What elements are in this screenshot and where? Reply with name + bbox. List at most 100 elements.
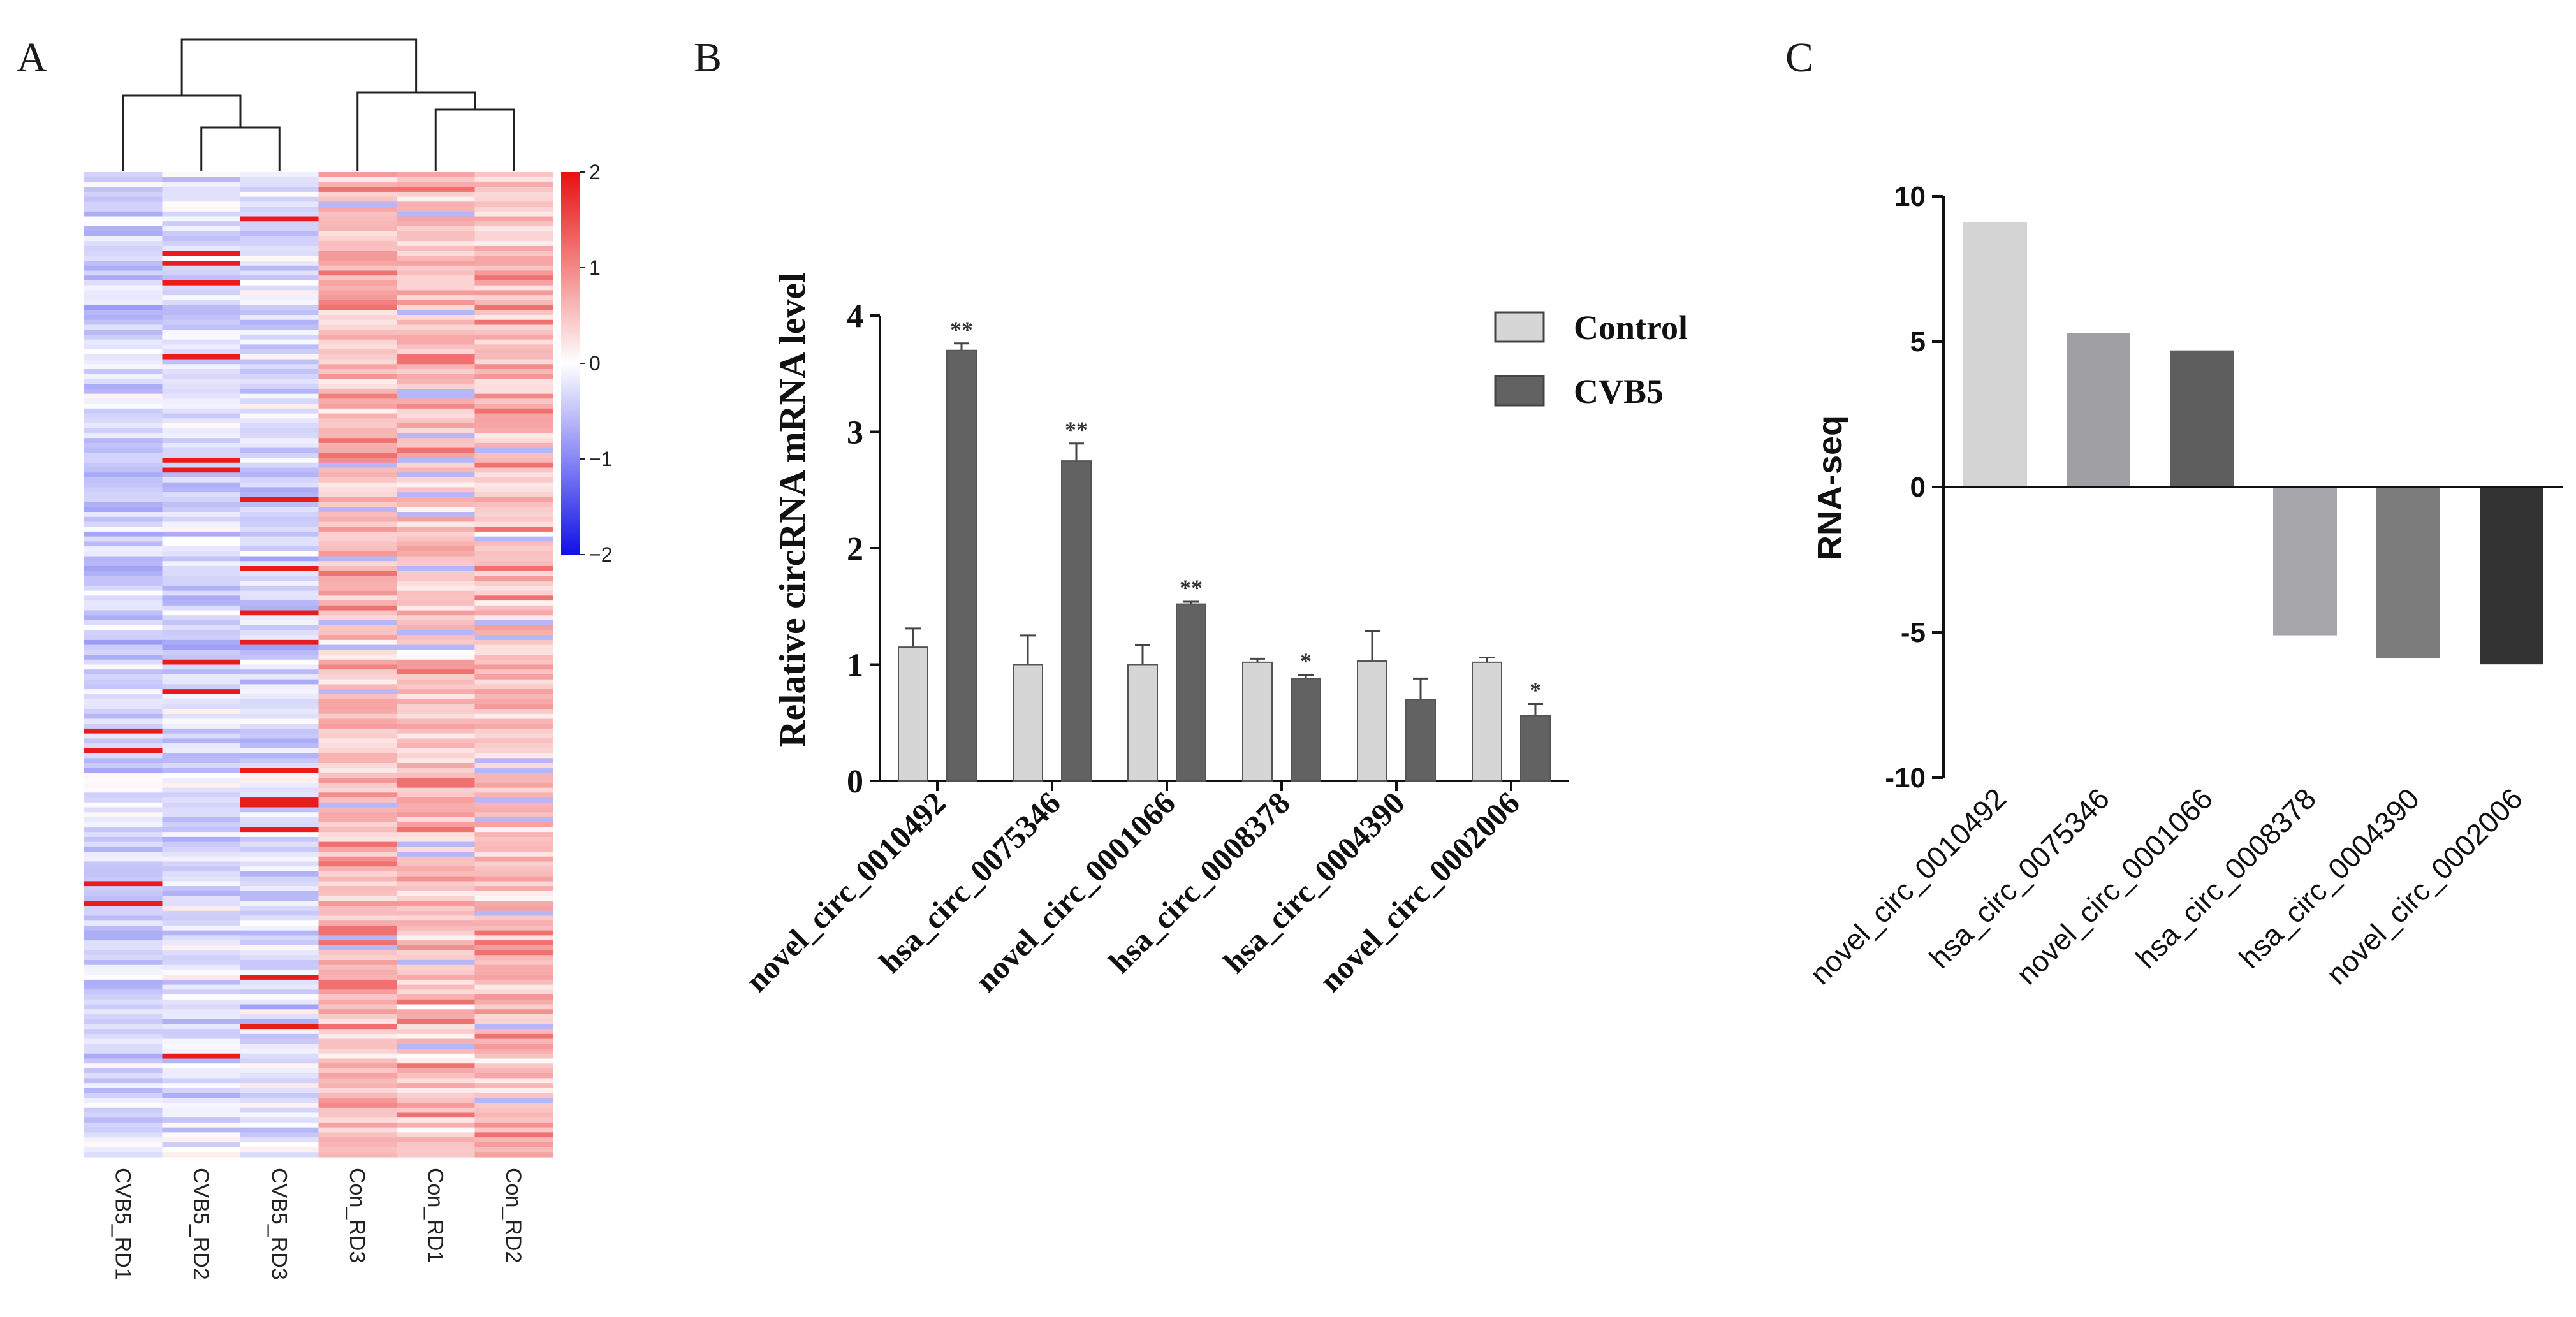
heatmap-cell [240, 458, 319, 463]
heatmap-cell [318, 1019, 397, 1025]
heatmap-cell [162, 182, 241, 187]
heatmap-cell [240, 669, 319, 675]
heatmap-cell [397, 630, 476, 636]
heatmap-cell [240, 778, 319, 783]
panel-b-x-tick-label: novel_circ_0010492 [738, 785, 953, 999]
heatmap-cell [474, 497, 553, 503]
heatmap-cell [240, 950, 319, 956]
heatmap-cell [474, 512, 553, 518]
heatmap-cell [397, 472, 476, 478]
heatmap-cell [162, 610, 241, 616]
heatmap-cell [474, 605, 553, 611]
heatmap-cell [84, 295, 163, 301]
heatmap-cell [397, 546, 476, 552]
heatmap-cell [397, 841, 476, 847]
heatmap-cell [397, 906, 476, 912]
heatmap-cell [397, 664, 476, 670]
heatmap-cell [397, 364, 476, 370]
heatmap-cell [84, 964, 163, 971]
heatmap-cell [162, 664, 241, 670]
heatmap-cell [318, 182, 397, 187]
heatmap-cell [84, 595, 163, 601]
heatmap-cell [240, 852, 319, 857]
heatmap-cell [397, 1122, 476, 1128]
heatmap-cell [240, 1127, 319, 1133]
heatmap-cell [318, 497, 397, 503]
heatmap-cell [240, 1147, 319, 1153]
heatmap-cell [240, 1088, 319, 1094]
heatmap-cell [318, 635, 397, 641]
panel-c-y-tick-label: -5 [1901, 617, 1926, 648]
heatmap-cell [397, 812, 476, 818]
heatmap-cell [318, 295, 397, 301]
heatmap-cell [240, 615, 319, 621]
heatmap-cell [162, 704, 241, 709]
heatmap-cell [474, 359, 553, 365]
heatmap-cell [474, 477, 553, 483]
heatmap-cell [162, 374, 241, 380]
heatmap-column-label: Con_RD2 [501, 1168, 525, 1263]
heatmap-cell [397, 1058, 476, 1064]
heatmap-cell [318, 950, 397, 956]
panel-c-x-tick-label: hsa_circ_0008378 [2129, 782, 2322, 975]
heatmap-cell [474, 379, 553, 384]
heatmap-cell [84, 817, 163, 823]
heatmap-cell [397, 423, 476, 429]
heatmap-cell [162, 458, 241, 463]
heatmap-cell [240, 1063, 319, 1069]
heatmap-cell [162, 413, 241, 419]
panel-c-y-tick-label: -10 [1885, 762, 1926, 794]
heatmap-cell [397, 315, 476, 321]
heatmap-cell [318, 620, 397, 626]
heatmap-cell [397, 541, 476, 547]
heatmap-cell [84, 310, 163, 316]
heatmap-cell [318, 782, 397, 789]
heatmap-cell [318, 502, 397, 507]
heatmap-cell [240, 758, 319, 764]
heatmap-cell [474, 664, 553, 670]
heatmap-cell [474, 881, 553, 887]
heatmap-cell [162, 674, 241, 680]
heatmap-cell [240, 536, 319, 542]
heatmap-cell [240, 438, 319, 444]
heatmap-cell [162, 344, 241, 350]
heatmap-cell [240, 605, 319, 611]
heatmap-cell [162, 1117, 241, 1123]
heatmap-cell [474, 610, 553, 616]
heatmap-cell [240, 881, 319, 887]
heatmap-cell [474, 975, 553, 980]
heatmap-cell [162, 393, 241, 399]
heatmap-cell [162, 187, 241, 193]
heatmap-cell [240, 527, 319, 532]
heatmap-cell [318, 1024, 397, 1030]
heatmap-cell [474, 384, 553, 389]
heatmap-cell [240, 999, 319, 1005]
heatmap-cell [84, 782, 163, 789]
heatmap-cell [318, 447, 397, 453]
heatmap-cell [162, 261, 241, 266]
heatmap-cell [240, 1098, 319, 1103]
heatmap-cell [474, 265, 553, 272]
heatmap-cell [474, 1142, 553, 1148]
heatmap-cell [162, 1137, 241, 1143]
heatmap-cell [162, 925, 241, 931]
heatmap-cell [84, 906, 163, 912]
heatmap-cell [318, 827, 397, 833]
heatmap-cell [397, 398, 476, 404]
heatmap-cell [397, 625, 476, 631]
heatmap-cell [162, 600, 241, 606]
heatmap-column-label: CVB5_RD3 [267, 1168, 291, 1280]
heatmap-cell [240, 910, 319, 917]
heatmap-cell [162, 1044, 241, 1049]
heatmap-cell [162, 482, 241, 488]
heatmap-cell [318, 541, 397, 547]
heatmap-cell [474, 536, 553, 542]
heatmap-cell [162, 398, 241, 404]
heatmap-cell [162, 950, 241, 956]
heatmap-cell [318, 305, 397, 310]
heatmap-cell [397, 330, 476, 335]
heatmap-cell [318, 841, 397, 847]
heatmap-cell [474, 1122, 553, 1128]
